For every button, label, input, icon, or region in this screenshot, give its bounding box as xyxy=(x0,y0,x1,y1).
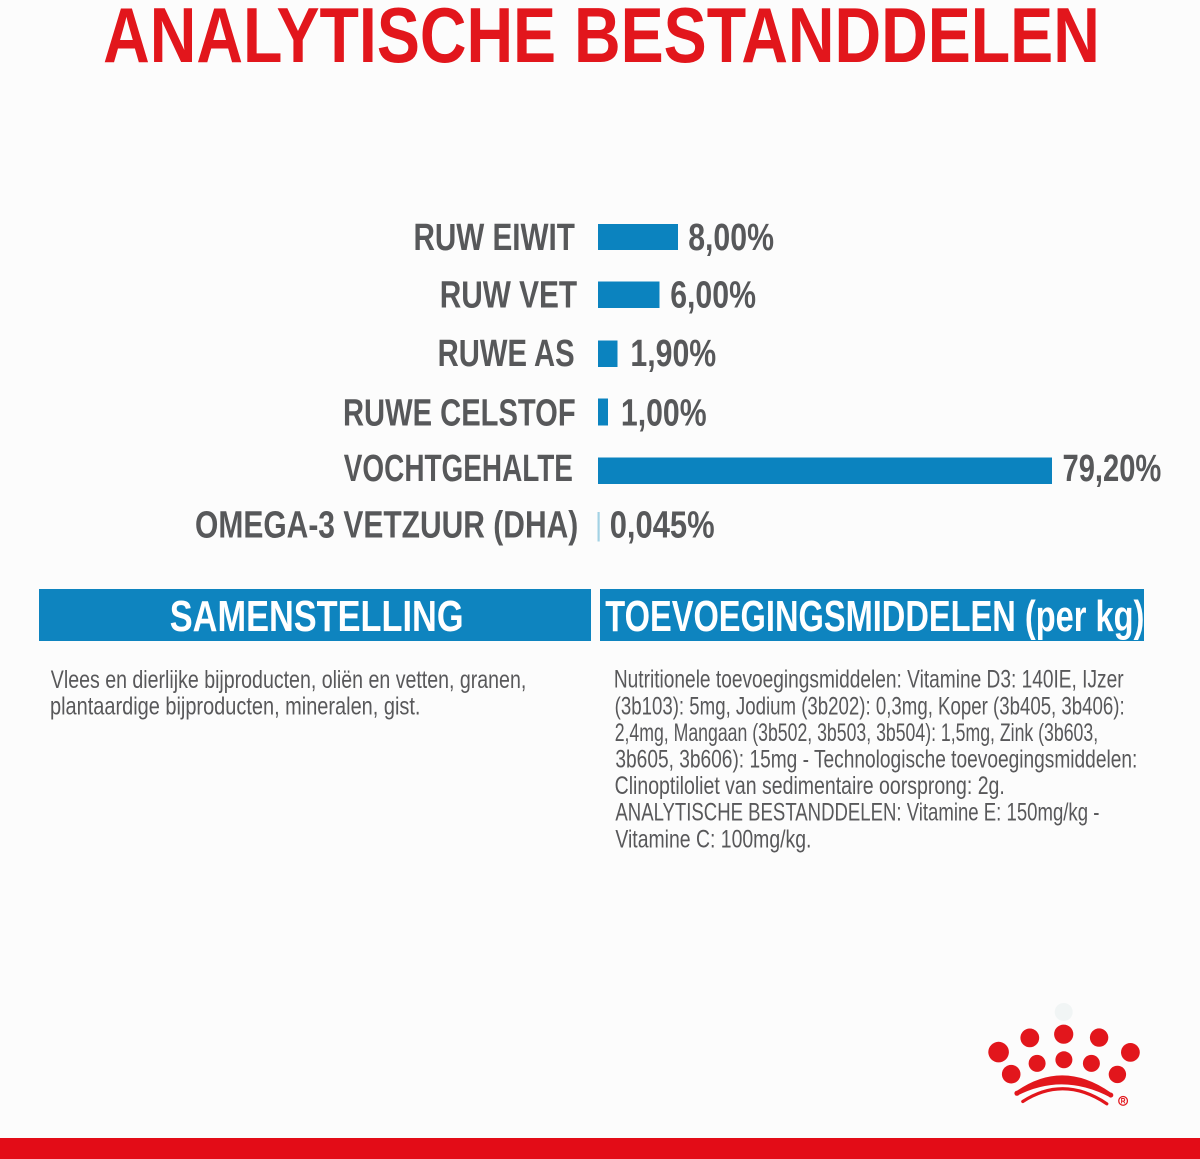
svg-text:Clinoptiloliet van sedimentair: Clinoptiloliet van sedimentaire oorspron… xyxy=(615,772,1005,800)
svg-text:ANALYTISCHE BESTANDDELEN: Vita: ANALYTISCHE BESTANDDELEN: Vitamine E: 15… xyxy=(615,798,1099,826)
svg-text:79,20%: 79,20% xyxy=(1063,447,1162,490)
svg-text:RUW VET: RUW VET xyxy=(440,274,578,316)
svg-text:RUWE AS: RUWE AS xyxy=(438,332,575,375)
svg-text:(3b103): 5mg, Jodium (3b202):: (3b103): 5mg, Jodium (3b202): 0,3mg, Kop… xyxy=(615,692,1125,720)
svg-text:1,90%: 1,90% xyxy=(630,333,716,375)
svg-text:1,00%: 1,00% xyxy=(621,392,707,434)
svg-text:SAMENSTELLING: SAMENSTELLING xyxy=(170,592,464,641)
svg-text:OMEGA-3 VETZUUR (DHA): OMEGA-3 VETZUUR (DHA) xyxy=(195,504,578,546)
svg-text:Nutritionele toevoegingsmiddel: Nutritionele toevoegingsmiddelen: Vitami… xyxy=(614,665,1124,693)
svg-text:RUW EIWIT: RUW EIWIT xyxy=(413,217,575,259)
svg-text:VOCHTGEHALTE: VOCHTGEHALTE xyxy=(344,448,573,490)
svg-text:8,00%: 8,00% xyxy=(688,217,774,259)
svg-text:TOEVOEGINGSMIDDELEN (per kg): TOEVOEGINGSMIDDELEN (per kg) xyxy=(605,592,1144,641)
svg-text:6,00%: 6,00% xyxy=(670,274,756,316)
svg-text:ANALYTISCHE BESTANDDELEN: ANALYTISCHE BESTANDDELEN xyxy=(103,0,1100,79)
svg-text:Vitamine C: 100mg/kg.: Vitamine C: 100mg/kg. xyxy=(615,825,811,853)
svg-text:3b605, 3b606): 15mg - Technolo: 3b605, 3b606): 15mg - Technologische toe… xyxy=(615,745,1137,773)
svg-text:2,4mg, Mangaan (3b502, 3b503,: 2,4mg, Mangaan (3b502, 3b503, 3b504): 1,… xyxy=(615,718,1098,747)
svg-text:0,045%: 0,045% xyxy=(610,505,715,547)
svg-text:Vlees en dierlijke bijproducte: Vlees en dierlijke bijproducten, oliën e… xyxy=(51,666,526,694)
svg-text:RUWE CELSTOF: RUWE CELSTOF xyxy=(343,392,576,435)
svg-text:plantaardige bijproducten, min: plantaardige bijproducten, mineralen, gi… xyxy=(50,692,420,720)
